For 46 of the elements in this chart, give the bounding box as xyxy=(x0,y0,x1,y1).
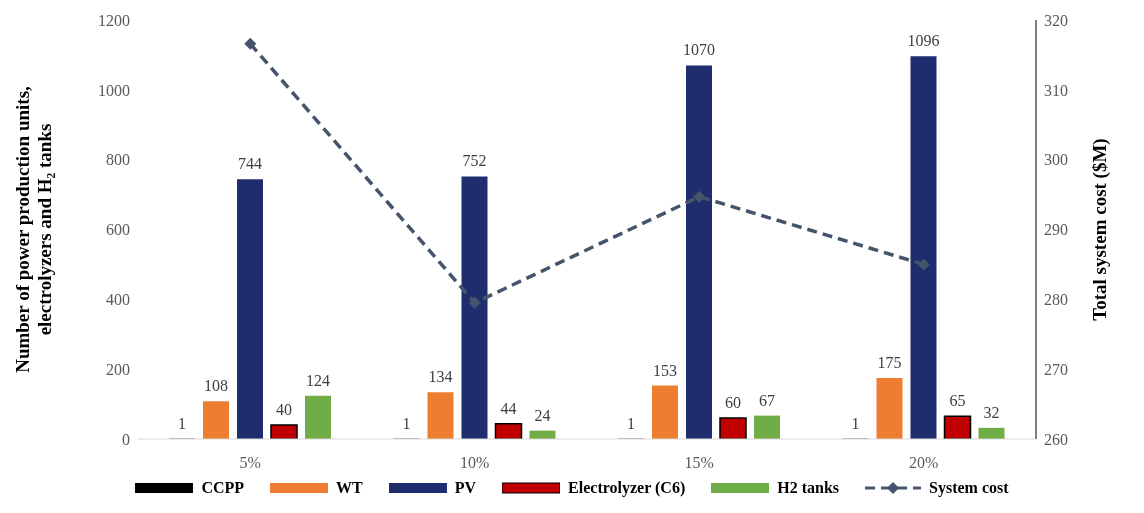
legend-label: Electrolyzer (C6) xyxy=(568,479,686,497)
legend-label: System cost xyxy=(929,479,1009,497)
data-label: 1 xyxy=(402,414,411,432)
legend-label: H2 tanks xyxy=(777,479,840,497)
y-axis-title: Number of power production units, electrolyzers and H₂ tanks xyxy=(12,85,55,373)
legend-label: WT xyxy=(336,479,363,497)
y2-tick-label: 280 xyxy=(1044,291,1068,309)
y-tick-label: 1200 xyxy=(98,11,130,29)
legend-label: PV xyxy=(454,479,477,497)
data-label: 40 xyxy=(276,401,292,419)
y2-tick-label: 270 xyxy=(1044,360,1068,378)
data-label: 124 xyxy=(306,371,330,389)
data-label: 65 xyxy=(949,392,966,410)
legend-label: CCPP xyxy=(201,479,245,497)
y2-tick-label: 260 xyxy=(1044,430,1068,448)
data-label: 60 xyxy=(725,394,741,412)
data-label: 1070 xyxy=(683,41,715,59)
y2-tick-label: 290 xyxy=(1044,221,1068,239)
data-label: 108 xyxy=(204,377,228,395)
data-label: 134 xyxy=(428,368,453,386)
data-label: 175 xyxy=(877,353,902,371)
y-tick-label: 600 xyxy=(106,221,130,239)
data-label: 1 xyxy=(851,414,860,432)
data-label: 44 xyxy=(500,399,517,417)
data-label: 67 xyxy=(759,391,775,409)
data-label: 1 xyxy=(178,414,186,432)
y2-tick-label: 310 xyxy=(1044,81,1068,99)
data-label: 153 xyxy=(653,361,677,379)
y-tick-label: 200 xyxy=(106,360,130,378)
y-tick-label: 800 xyxy=(106,151,130,169)
data-label: 752 xyxy=(462,152,487,170)
y-tick-label: 400 xyxy=(106,291,130,309)
data-label: 1096 xyxy=(907,32,940,50)
data-label: 32 xyxy=(983,403,1000,421)
x-tick-label: 10% xyxy=(460,454,490,472)
x-tick-label: 20% xyxy=(909,454,939,472)
data-label: 24 xyxy=(534,406,551,424)
y-tick-label: 0 xyxy=(122,430,130,448)
y-tick-label: 1000 xyxy=(98,81,130,99)
y2-tick-label: 300 xyxy=(1044,151,1068,169)
x-tick-label: 5% xyxy=(239,454,261,472)
y2-tick-label: 320 xyxy=(1044,11,1068,29)
data-label: 1 xyxy=(627,414,635,432)
data-label: 744 xyxy=(238,155,262,173)
x-tick-label: 15% xyxy=(684,454,714,472)
y2-axis-title: Total system cost ($M) xyxy=(1089,138,1111,321)
